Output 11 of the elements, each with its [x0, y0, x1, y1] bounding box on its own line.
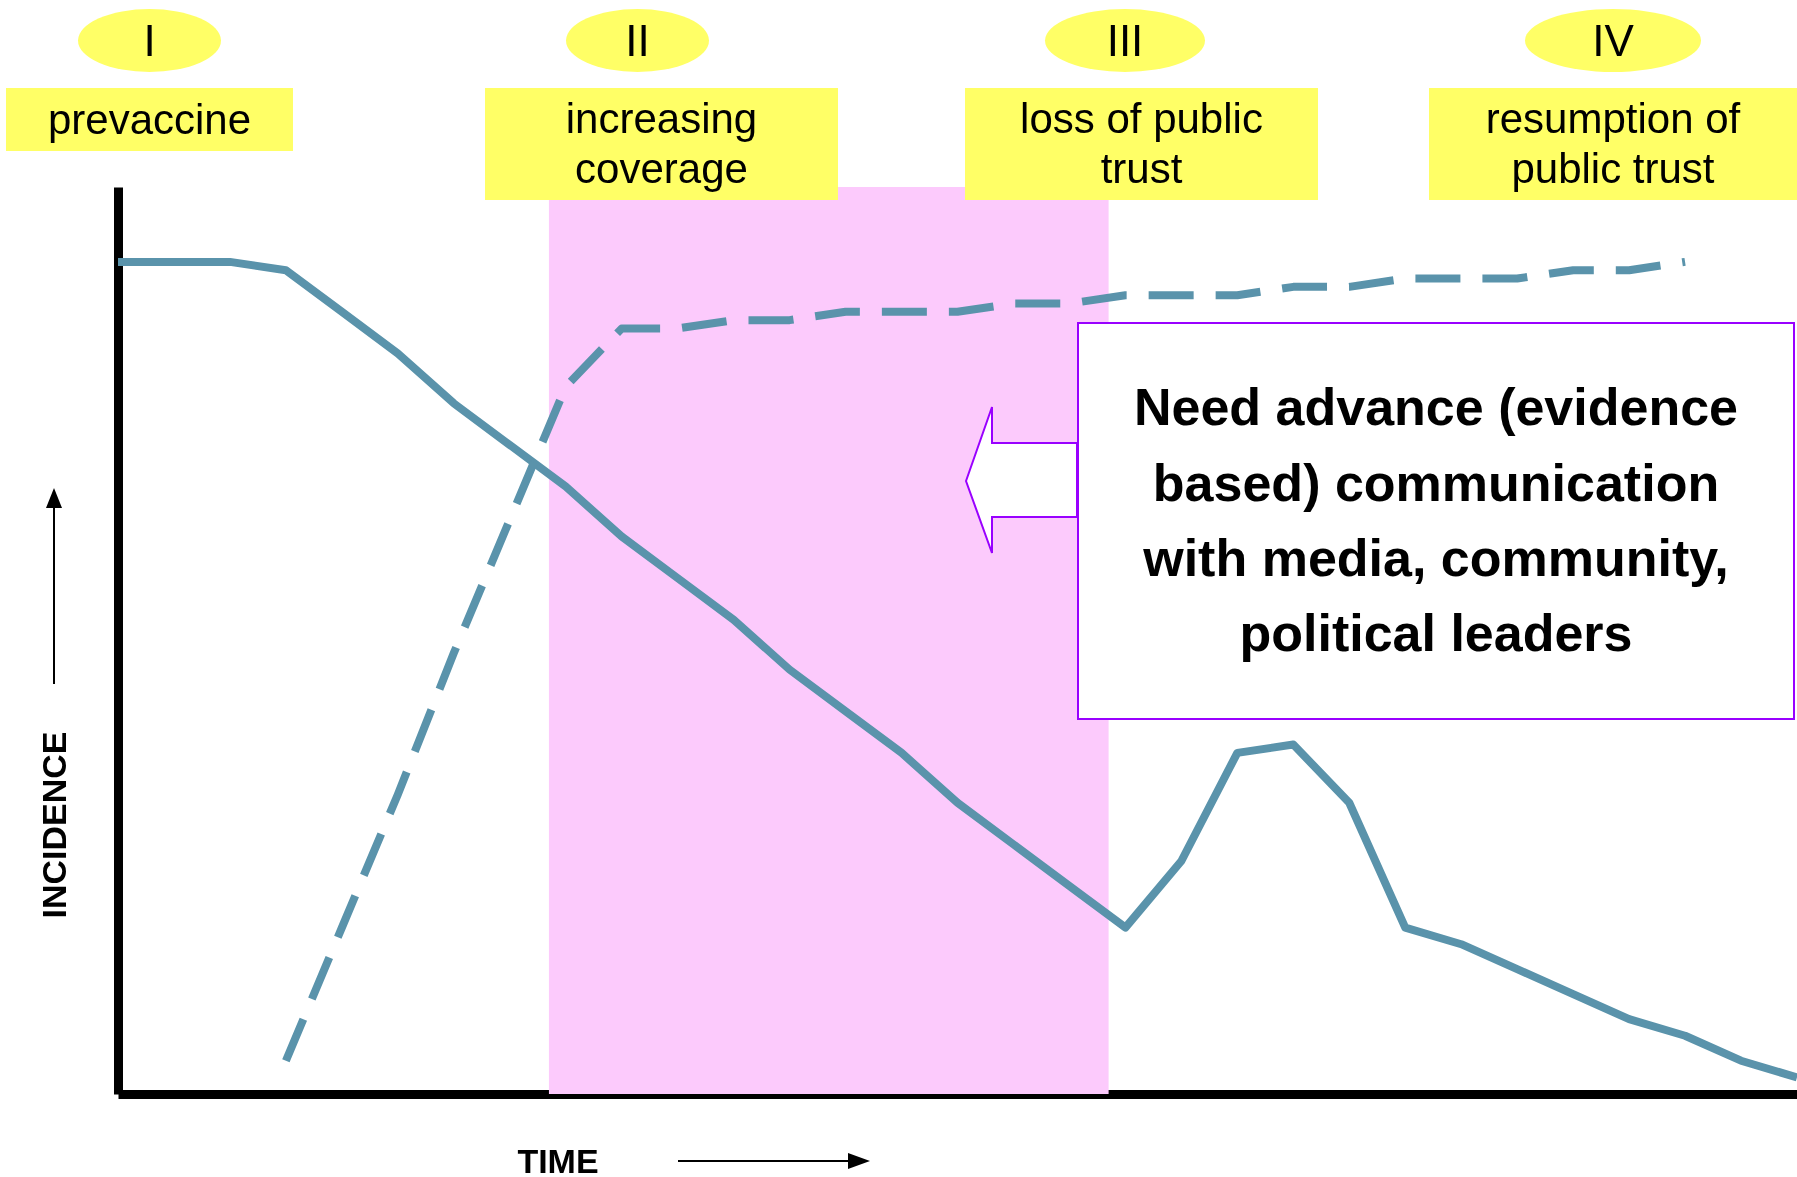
y-axis-title: INCIDENCE	[34, 731, 74, 919]
annotation: Need advance (evidence based) communication with media, community, political leaders	[1132, 377, 1740, 665]
text: resumption of public trust	[1484, 94, 1742, 194]
text: I	[143, 15, 156, 66]
x-axis-title: TIME	[517, 1141, 599, 1177]
text: increasing coverage	[564, 94, 759, 194]
text: II	[625, 15, 650, 66]
text: IV	[1592, 15, 1634, 66]
text: loss of public trust	[1019, 94, 1264, 194]
text: prevaccine	[47, 94, 252, 145]
text: III	[1106, 15, 1144, 66]
